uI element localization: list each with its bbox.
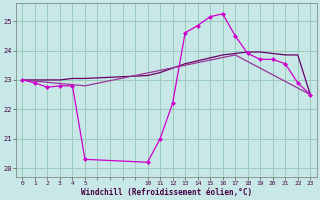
X-axis label: Windchill (Refroidissement éolien,°C): Windchill (Refroidissement éolien,°C) [81,188,252,197]
